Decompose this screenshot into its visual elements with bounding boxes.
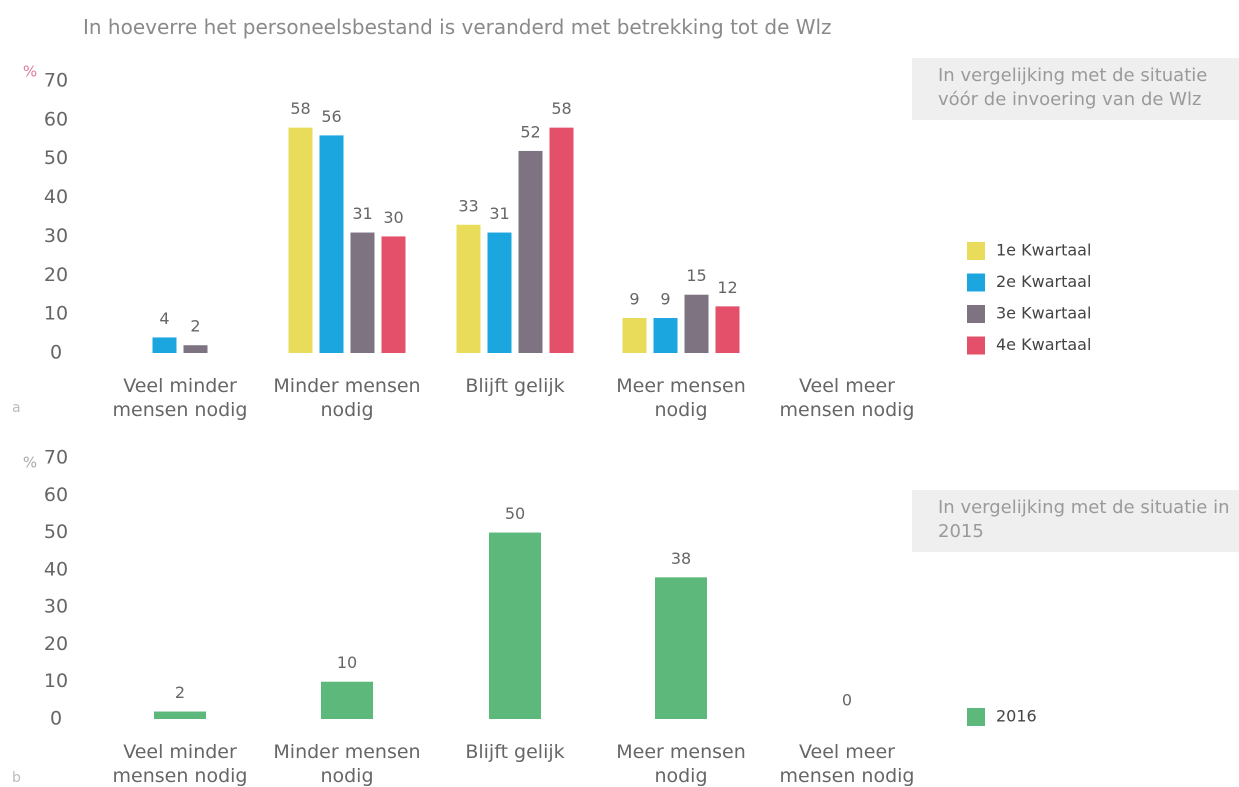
bar [319,135,344,353]
value-label: 38 [671,549,691,568]
x-tick-label: Meer mensen nodig [616,375,746,421]
legend-label: 3e Kwartaal [996,304,1091,323]
value-label: 2 [175,683,185,702]
chart-title: In hoeverre het personeelsbestand is ver… [83,15,832,39]
legend-swatch [967,336,985,355]
value-label: 15 [686,266,706,285]
value-label: 0 [842,691,852,710]
value-label: 2 [190,317,200,336]
y-tick-label: 70 [44,447,68,469]
y-unit: % [23,454,37,472]
y-tick-label: 60 [44,484,68,506]
legend-swatch [967,242,985,260]
y-tick-label: 30 [44,596,68,618]
legend-swatch [967,708,985,726]
x-tick-label: Veel meer mensen nodig [779,375,915,421]
legend-label: 1e Kwartaal [996,241,1091,260]
panel-label: a [12,400,21,416]
value-label: 9 [660,290,670,309]
y-tick-label: 20 [44,633,68,655]
y-tick-label: 40 [44,558,68,580]
y-tick-label: 50 [44,521,68,543]
bar [456,224,481,353]
value-label: 33 [458,196,478,215]
legend-label: 2016 [996,707,1037,726]
bar [655,577,707,719]
value-label: 30 [383,208,403,227]
value-label: 31 [489,204,509,223]
value-label: 52 [520,122,540,141]
value-label: 12 [717,278,737,297]
bar [518,150,543,353]
value-label: 58 [551,99,571,118]
y-tick-label: 10 [44,670,68,692]
annotation: In vergelijking met de situatie in 2015 [912,490,1239,552]
value-label: 10 [337,653,357,672]
y-tick-label: 40 [44,186,68,208]
bar [622,318,647,353]
x-tick-label: Veel minder mensen nodig [112,741,248,787]
y-tick-label: 70 [44,70,68,92]
y-tick-label: 20 [44,264,68,286]
x-tick-label: Minder mensen nodig [273,375,421,421]
annotation: In vergelijking met de situatie vóór de … [912,58,1239,120]
bar [288,127,313,353]
y-tick-label: 50 [44,147,68,169]
value-label: 9 [629,290,639,309]
bar [381,236,406,353]
value-label: 50 [505,504,525,523]
legend-label: 4e Kwartaal [996,335,1091,354]
value-label: 4 [159,309,169,328]
y-tick-label: 0 [50,342,62,364]
value-label: 31 [352,204,372,223]
y-tick-label: 10 [44,303,68,325]
x-tick-label: Blijft gelijk [465,375,565,397]
bar [549,127,574,353]
bar [487,232,512,353]
bar [183,345,208,353]
legend-label: 2e Kwartaal [996,272,1091,291]
x-tick-label: Meer mensen nodig [616,741,746,787]
x-tick-label: Veel meer mensen nodig [779,741,915,787]
bar [489,532,541,719]
bar [152,337,177,353]
bar [715,306,740,353]
bar [684,294,709,353]
x-tick-label: Blijft gelijk [465,741,565,763]
legend-swatch [967,273,985,292]
bar [154,711,206,719]
bar [350,232,375,353]
value-label: 58 [290,99,310,118]
panel-label: b [12,770,21,786]
y-tick-label: 0 [50,708,62,730]
x-tick-label: Veel minder mensen nodig [112,375,248,421]
x-tick-label: Minder mensen nodig [273,741,421,787]
bar [321,681,373,719]
y-tick-label: 30 [44,225,68,247]
y-tick-label: 60 [44,108,68,130]
bar [653,318,678,353]
legend-swatch [967,305,985,323]
value-label: 56 [321,107,341,126]
y-unit: % [23,63,37,81]
